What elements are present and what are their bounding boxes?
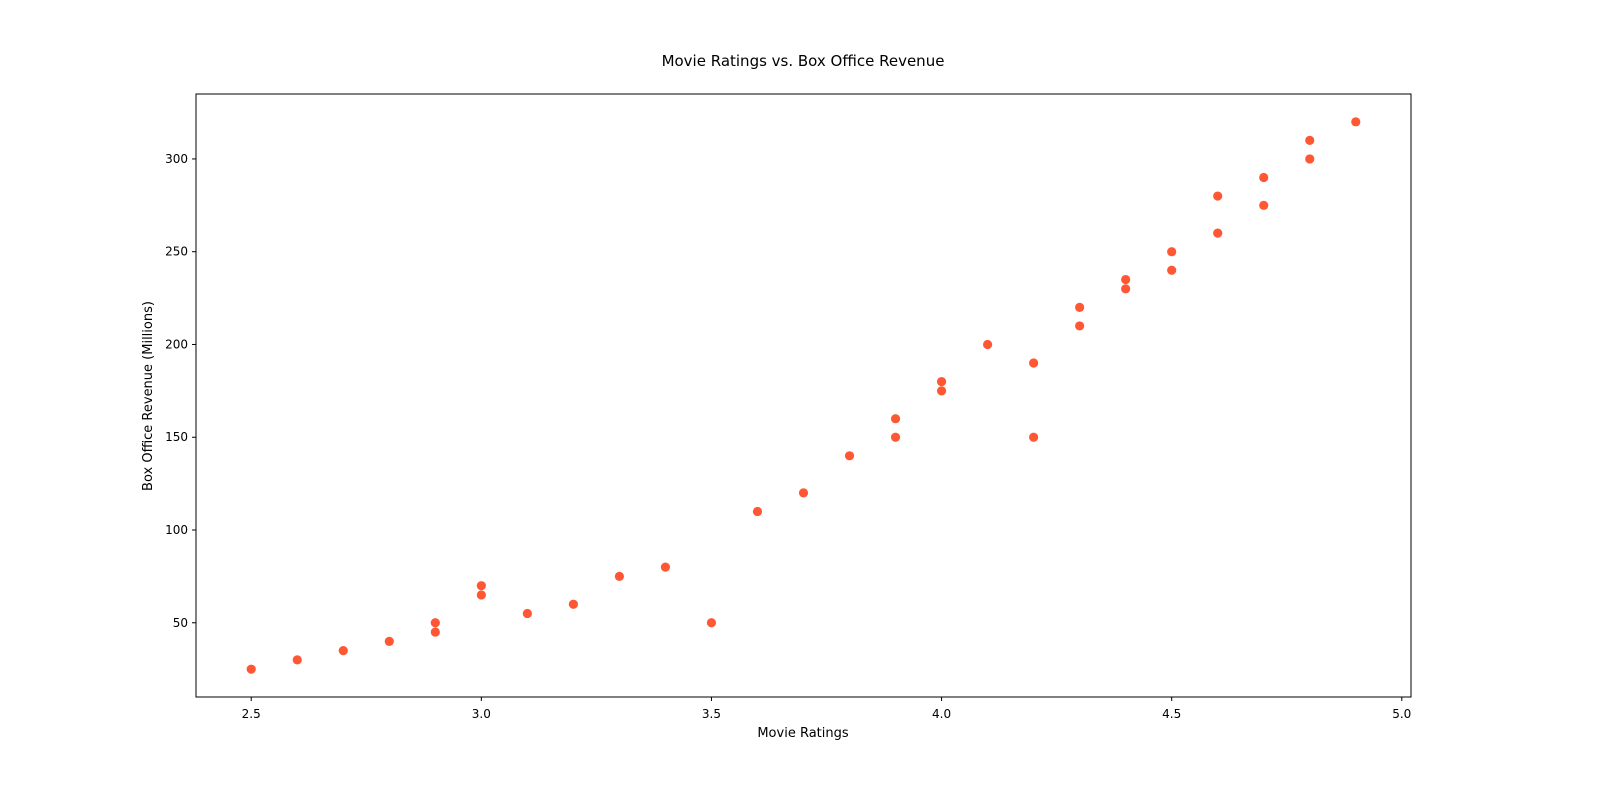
chart-title: Movie Ratings vs. Box Office Revenue xyxy=(662,52,945,70)
y-tick-label: 150 xyxy=(165,430,188,444)
data-point xyxy=(430,618,440,628)
data-point xyxy=(384,636,394,646)
y-tick-label: 250 xyxy=(165,245,188,259)
data-point xyxy=(292,655,302,665)
data-point xyxy=(1305,135,1315,145)
data-point xyxy=(476,581,486,591)
y-tick-label: 300 xyxy=(165,152,188,166)
data-point xyxy=(1167,247,1177,257)
data-point xyxy=(1075,302,1085,312)
data-point xyxy=(430,627,440,637)
y-axis-ticks: 50 100 150 200 250 300 xyxy=(165,152,196,630)
x-axis-ticks: 2.5 3.0 3.5 4.0 4.5 5.0 xyxy=(242,697,1411,721)
x-axis-label: Movie Ratings xyxy=(757,726,849,741)
plot-frame xyxy=(195,93,1412,698)
data-point xyxy=(1121,284,1131,294)
y-tick-label: 50 xyxy=(173,616,188,630)
data-point xyxy=(614,571,625,582)
data-point xyxy=(936,376,947,387)
data-point xyxy=(844,451,855,461)
data-point xyxy=(798,488,809,498)
x-tick-label: 2.5 xyxy=(242,707,261,721)
data-point xyxy=(1351,117,1361,127)
data-point xyxy=(1075,321,1085,331)
y-tick-label: 100 xyxy=(165,523,188,537)
data-point xyxy=(752,506,763,517)
x-tick-label: 5.0 xyxy=(1392,707,1411,721)
data-point xyxy=(1305,154,1315,164)
y-tick-label: 200 xyxy=(165,337,188,351)
data-points xyxy=(246,117,1361,674)
data-point xyxy=(338,646,348,656)
x-tick-label: 3.5 xyxy=(702,707,721,721)
data-point xyxy=(1213,191,1223,201)
x-tick-label: 4.5 xyxy=(1162,707,1181,721)
data-point xyxy=(936,386,947,396)
data-point xyxy=(890,414,901,424)
data-point xyxy=(1259,200,1269,210)
data-point xyxy=(246,664,256,674)
data-point xyxy=(1167,265,1177,275)
data-point xyxy=(890,432,901,442)
data-point xyxy=(476,590,486,600)
data-point xyxy=(1213,228,1223,238)
x-tick-label: 4.0 xyxy=(932,707,951,721)
y-axis-label: Box Office Revenue (Millions) xyxy=(141,301,156,491)
data-point xyxy=(1121,274,1131,285)
data-point xyxy=(1259,172,1269,183)
x-tick-label: 3.0 xyxy=(472,707,491,721)
data-point xyxy=(1029,358,1039,368)
data-point xyxy=(660,562,671,572)
data-point xyxy=(982,339,993,350)
data-point xyxy=(568,599,578,609)
data-point xyxy=(706,618,717,628)
data-point xyxy=(1029,432,1039,442)
data-point xyxy=(522,608,532,619)
